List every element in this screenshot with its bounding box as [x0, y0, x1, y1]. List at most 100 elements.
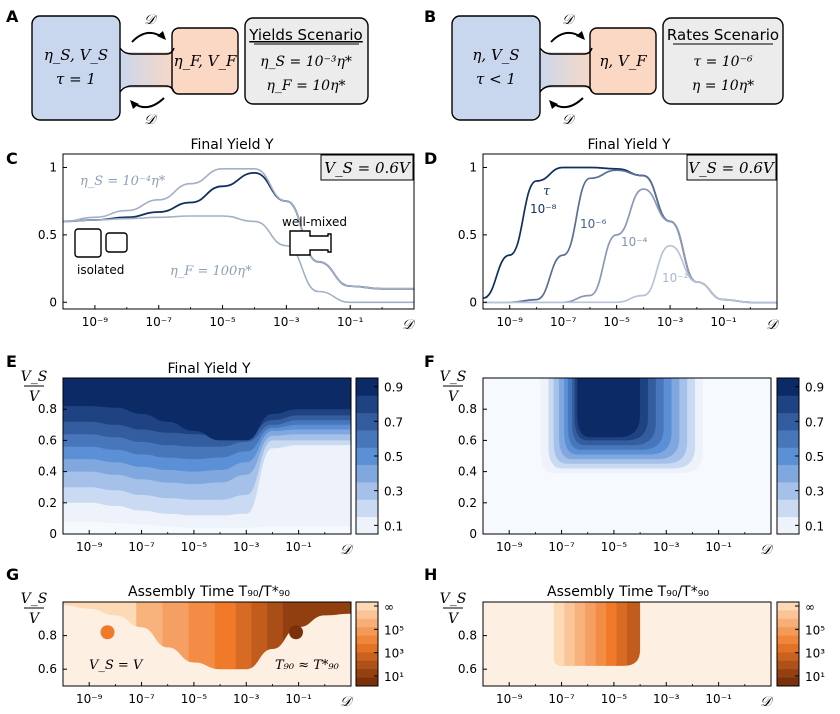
panel-d-tau-symbol: τ	[543, 184, 551, 199]
panel-d-line-tau-4	[483, 244, 777, 304]
panel-h-colorbar-swatch	[777, 610, 799, 620]
panel-f-colorbar-label: 0.7	[805, 415, 824, 429]
scenario-b-channel	[537, 52, 597, 88]
panel-c-annotation-top: η_S = 10⁻⁴η*	[80, 174, 166, 189]
panel-e-colorbar-swatch	[356, 412, 378, 431]
panel-h-x-axis-label: 𝒟	[760, 694, 774, 710]
panel-e-heatmap: Final Yield Y V_S V 10⁻⁹ 10⁻⁷ 10⁻⁵ 10⁻³ 10⁻¹…	[21, 361, 403, 558]
panel-h-band	[595, 602, 607, 666]
panel-g-band	[235, 602, 253, 670]
panel-e-x-tick-label: 10⁻⁵	[181, 540, 208, 554]
panel-g-colorbar-frame	[355, 601, 379, 687]
panel-d-x-axis-label: 𝒟	[766, 317, 780, 333]
panel-g-ylabel-num: V_S	[21, 591, 48, 607]
panel-f-colorbar-label: 0.3	[805, 485, 824, 499]
scenario-b-right-box	[589, 27, 657, 95]
scenario-b-channel-edge-top	[539, 47, 593, 55]
panel-h-colorbar-label: ∞	[805, 600, 815, 614]
panel-e-colorbar-label: 0.1	[384, 519, 403, 533]
panel-f-colorbar-label: 0.5	[805, 450, 824, 464]
scenario-a-right-line: η_F, V_F	[174, 52, 237, 70]
panel-d-x-ticks: 10⁻⁹ 10⁻⁷ 10⁻⁵ 10⁻³ 10⁻¹	[482, 305, 751, 329]
panel-f-x-tick-label: 10⁻⁷	[548, 540, 575, 554]
panel-h-colorbar-swatch	[777, 677, 799, 687]
panel-g-annotation-left: V_S = V	[89, 658, 144, 673]
panel-h-x-tick-label: 10⁻¹	[705, 692, 732, 706]
panel-g-colorbar-swatch	[356, 644, 378, 653]
panel-h-x-tick-label: 10⁻⁵	[601, 692, 628, 706]
panel-e-colorbar-label: 0.9	[384, 381, 403, 395]
panel-c-chart: Final Yield Y 10⁻⁹ 10⁻⁷ 10⁻⁵ 10⁻³ 10⁻¹ 00.51…	[38, 137, 416, 333]
panel-e-x-axis-label: 𝒟	[340, 542, 354, 558]
panel-d-x-tick-label: 10⁻⁷	[550, 315, 577, 329]
panel-d-y-ticks: 00.51	[458, 160, 487, 309]
panel-g-marker	[289, 625, 304, 640]
panel-h-x-tick-label: 10⁻⁹	[496, 692, 523, 706]
panel-e-x-ticks: 10⁻⁹ 10⁻⁷ 10⁻⁵ 10⁻³ 10⁻¹	[62, 530, 326, 554]
panel-label-h: H	[424, 565, 437, 584]
panel-c-title: Final Yield Y	[190, 137, 273, 153]
panel-d-x-tick-label: 10⁻³	[657, 315, 684, 329]
panel-f-y-tick-label: 0.4	[458, 465, 477, 479]
panel-c-frame	[62, 153, 415, 310]
panel-g-colorbar-swatch	[356, 618, 378, 628]
scenario-b-arrow-label-bottom: 𝒟	[562, 112, 576, 128]
scenario-a-left-line1: η_S, V_S	[44, 46, 108, 64]
panel-e-colorbar: 0.9 0.7 0.5 0.3 0.1	[355, 377, 403, 535]
scenario-b-arrow-forward-head	[576, 31, 585, 40]
panel-c-y-tick-label: 0.5	[38, 228, 57, 242]
panel-h-colorbar-frame	[776, 601, 800, 687]
scenario-a-arrow-label-top: 𝒟	[144, 12, 158, 28]
scenario-b-line2: η = 10η*	[692, 78, 754, 94]
panel-g-x-tick-label: 10⁻¹	[285, 692, 312, 706]
panel-f-colorbar-swatch	[777, 395, 799, 414]
panel-e-y-ticks: 0 0.2 0.4 0.6 0.8	[38, 402, 67, 541]
panel-c-y-tick-label: 1	[49, 160, 57, 174]
panel-g-x-tick-label: 10⁻⁵	[181, 692, 208, 706]
panel-c-vs-box	[320, 154, 414, 181]
panel-g-band	[188, 602, 216, 670]
panel-g-colorbar-swatch	[356, 627, 378, 636]
scenario-b-title: Rates Scenario	[667, 26, 779, 44]
scenario-b-left-line1: η, V_S	[472, 46, 519, 64]
panel-d-label-tau-1e-6: 10⁻⁶	[580, 217, 607, 231]
panel-f-y-tick-label: 0.6	[458, 433, 477, 447]
panel-h-band	[553, 602, 565, 666]
panel-f-y-tick-label: 0.8	[458, 402, 477, 416]
panel-e-colorbar-swatch	[356, 499, 378, 518]
panel-f-colorbar-swatch	[777, 499, 799, 518]
panel-e-y-tick-label: 0.8	[38, 402, 57, 416]
panel-g-colorbar: ∞ 10⁵ 10³ 10¹	[355, 600, 404, 687]
panel-f-heatmap: V_S V 10⁻⁹ 10⁻⁷ 10⁻⁵ 10⁻³ 10⁻¹ 0 0.2 0.4 0.6 0.8…	[440, 369, 824, 558]
panel-h-colorbar-swatch	[777, 635, 799, 645]
scenario-a-arrow-backward-head	[130, 100, 139, 109]
panel-h-heatmap: Assembly Time T₉₀/T*₉₀ V_S V 10⁻⁹ 10⁻⁷ 10⁻…	[440, 584, 826, 710]
panel-d-title: Final Yield Y	[587, 137, 670, 153]
panel-g-x-axis-label: 𝒟	[340, 694, 354, 710]
panel-d-y-tick-label: 0.5	[458, 228, 477, 242]
scenario-a-arrow-forward-head	[157, 31, 166, 40]
panel-g-x-tick-label: 10⁻³	[233, 692, 260, 706]
panel-e-colorbar-swatch	[356, 378, 378, 396]
panel-g-marker	[100, 625, 115, 640]
panel-e-contours	[63, 378, 351, 534]
panel-d-chart: Final Yield Y 10⁻⁹ 10⁻⁷ 10⁻⁵ 10⁻³ 10⁻¹ 00.51…	[458, 137, 780, 333]
panel-f-x-ticks: 10⁻⁹ 10⁻⁷ 10⁻⁵ 10⁻³ 10⁻¹	[482, 530, 746, 554]
panel-h-band	[574, 602, 586, 666]
panel-label-g: G	[6, 565, 19, 584]
panel-f-colorbar-swatch	[777, 482, 799, 500]
panel-h-colorbar-swatch	[777, 602, 799, 611]
panel-g-colorbar-label: ∞	[384, 600, 394, 614]
panel-f-colorbar-swatch	[777, 430, 799, 448]
panel-c-x-axis-label: 𝒟	[402, 317, 416, 333]
scenario-b-arrow-label-top: 𝒟	[562, 12, 576, 28]
panel-g-title: Assembly Time T₉₀/T*₉₀	[128, 584, 290, 600]
panel-d-label-tau-1e-2: 10⁻²	[662, 271, 689, 285]
panel-h-colorbar-label: 10¹	[805, 670, 825, 684]
panel-g-colorbar-label: 10¹	[384, 670, 404, 684]
panel-h-colorbar-swatch	[777, 660, 799, 670]
panel-h-colorbar-label: 10³	[805, 647, 825, 661]
scenario-b-diagram: 𝒟 𝒟 η, V_S τ < 1 η, V_F Rates Scenario τ…	[451, 12, 784, 128]
scenario-b-channel-edge-bottom	[539, 85, 593, 93]
scenario-a-line1: η_S = 10⁻³η*	[260, 54, 352, 70]
